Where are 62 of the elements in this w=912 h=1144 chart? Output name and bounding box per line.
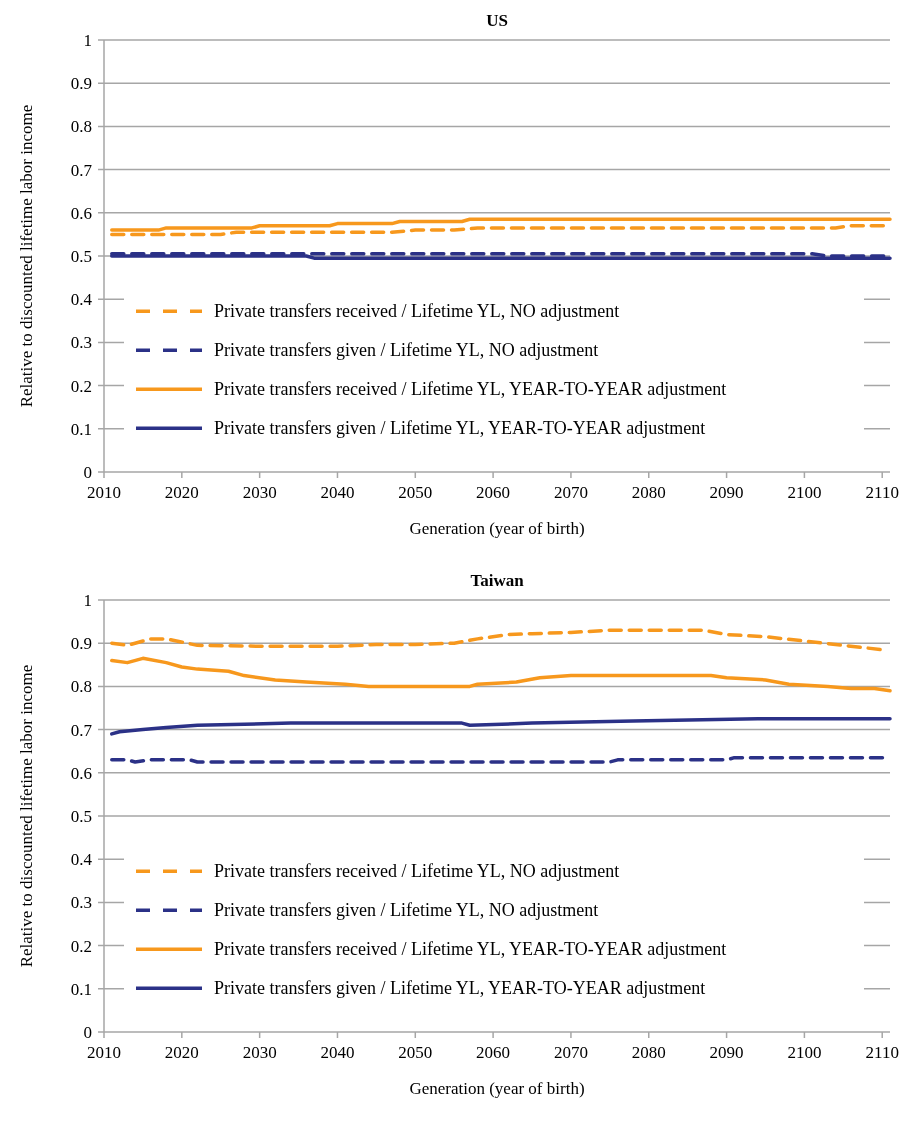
- x-tick-label: 2050: [398, 1043, 433, 1062]
- y-tick-label: 0.7: [70, 160, 93, 180]
- x-tick-label: 2070: [553, 483, 588, 502]
- x-tick-label: 2020: [164, 1043, 199, 1062]
- line-series: [110, 628, 884, 652]
- y-tick-label: 0.4: [70, 290, 93, 310]
- legend-label: Private transfers received / Lifetime YL, NO adjustment: [214, 861, 620, 882]
- y-tick-label: 1: [83, 591, 92, 610]
- x-axis-title: Generation (year of birth): [409, 1079, 585, 1098]
- y-tick-label: 0.2: [70, 936, 92, 956]
- x-axis-title: Generation (year of birth): [409, 519, 585, 538]
- legend-label: Private transfers received / Lifetime YL, YEAR-TO-YEAR adjustment: [214, 379, 727, 400]
- x-tick-label: 2060: [476, 1043, 511, 1062]
- line-series: [110, 656, 892, 693]
- y-tick-label: 1: [83, 31, 92, 50]
- chart-title: US: [486, 11, 508, 30]
- y-tick-label: 0.9: [70, 634, 92, 654]
- x-tick-label: 2080: [631, 483, 666, 502]
- x-tick-label: 2010: [87, 483, 121, 502]
- chart-title: Taiwan: [470, 571, 525, 590]
- legend-label: Private transfers given / Lifetime YL, YEAR-TO-YEAR adjustment: [214, 418, 706, 439]
- x-tick-label: 2010: [87, 1043, 121, 1062]
- x-tick-label: 2110: [865, 1043, 899, 1062]
- y-tick-label: 0.2: [70, 376, 92, 396]
- y-tick-label: 0.6: [70, 203, 92, 223]
- legend-label: Private transfers given / Lifetime YL, NO adjustment: [214, 900, 599, 921]
- x-tick-label: 2020: [164, 483, 199, 502]
- y-tick-label: 0.1: [70, 419, 92, 439]
- x-tick-label: 2060: [476, 483, 511, 502]
- x-tick-label: 2050: [398, 483, 433, 502]
- y-tick-label: 0: [83, 463, 92, 482]
- y-tick-label: 0.1: [70, 979, 92, 999]
- y-tick-label: 0.6: [70, 763, 92, 783]
- x-tick-label: 2110: [865, 483, 899, 502]
- line-series: [110, 217, 892, 232]
- legend-label: Private transfers received / Lifetime YL, YEAR-TO-YEAR adjustment: [214, 939, 727, 960]
- legend-label: Private transfers given / Lifetime YL, NO adjustment: [214, 340, 599, 361]
- y-tick-label: 0.7: [70, 720, 93, 740]
- x-tick-label: 2090: [709, 1043, 744, 1062]
- y-tick-label: 0.5: [70, 807, 92, 826]
- legend-label: Private transfers given / Lifetime YL, YEAR-TO-YEAR adjustment: [214, 978, 706, 999]
- x-tick-label: 2090: [709, 483, 744, 502]
- x-tick-label: 2100: [787, 483, 822, 502]
- y-axis-title: Relative to discounted lifetime labor income: [17, 664, 36, 968]
- line-series: [110, 717, 892, 736]
- y-tick-label: 0.8: [70, 117, 92, 137]
- x-tick-label: 2080: [631, 1043, 666, 1062]
- x-tick-label: 2040: [320, 1043, 355, 1062]
- y-tick-label: 0.3: [70, 333, 92, 353]
- legend-label: Private transfers received / Lifetime YL, NO adjustment: [214, 301, 620, 322]
- y-tick-label: 0.8: [70, 677, 92, 697]
- y-axis-title: Relative to discounted lifetime labor income: [17, 104, 36, 408]
- x-tick-label: 2030: [242, 483, 277, 502]
- y-tick-label: 0.5: [70, 247, 92, 266]
- y-tick-label: 0.4: [70, 850, 93, 870]
- x-tick-label: 2030: [242, 1043, 277, 1062]
- y-tick-label: 0: [83, 1023, 92, 1042]
- x-tick-label: 2100: [787, 1043, 822, 1062]
- y-tick-label: 0.3: [70, 893, 92, 913]
- y-tick-label: 0.9: [70, 74, 92, 94]
- x-tick-label: 2070: [553, 1043, 588, 1062]
- x-tick-label: 2040: [320, 483, 355, 502]
